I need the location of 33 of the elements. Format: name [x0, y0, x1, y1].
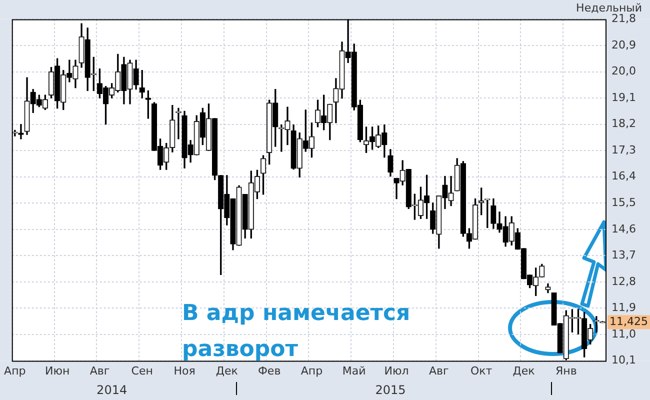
- y-tick-label: 15,5: [612, 196, 636, 209]
- y-tick-label: 19,1: [612, 90, 636, 104]
- y-tick-label: 21,8: [612, 12, 636, 26]
- chart-title: Недельный: [576, 1, 642, 14]
- y-tick-label: 16,4: [612, 170, 636, 183]
- x-tick-label: Апр: [4, 364, 26, 378]
- x-tick-label: Янв: [555, 364, 577, 378]
- y-tick-label: 20,0: [612, 64, 636, 78]
- y-tick-label: 10,1: [612, 354, 636, 367]
- x-tick-label: Июл: [384, 364, 409, 378]
- x-tick-label: Сен: [131, 364, 153, 378]
- x-tick-label: Дек: [512, 364, 536, 378]
- y-tick-label: 12,8: [612, 274, 636, 288]
- x-tick-label: Авг: [429, 364, 450, 378]
- x-tick-label: Май: [342, 364, 366, 378]
- x-tick-label: Окт: [470, 364, 493, 378]
- text: 2014: [96, 383, 128, 397]
- y-tick-label: 11,9: [612, 301, 636, 314]
- x-tick-label: Дек: [216, 364, 238, 378]
- y-tick-label: 17,3: [612, 143, 636, 156]
- x-tick-label: Ноя: [174, 364, 196, 378]
- y-tick-label: 14,6: [612, 222, 636, 236]
- x-tick-label: Авг: [90, 364, 110, 378]
- y-tick-label: 13,7: [612, 248, 636, 262]
- annotation: В адр намечается разворот: [182, 301, 410, 362]
- text: 11,425: [610, 314, 648, 328]
- text: 2015: [375, 383, 406, 397]
- y-tick-label: 20,9: [612, 38, 636, 52]
- y-tick-label: 18,2: [612, 117, 636, 130]
- x-tick-label: Апр: [300, 364, 323, 378]
- x-tick-label: Июн: [44, 364, 70, 378]
- x-tick-label: Фев: [258, 364, 281, 378]
- y-tick-label: 11,0: [612, 327, 636, 340]
